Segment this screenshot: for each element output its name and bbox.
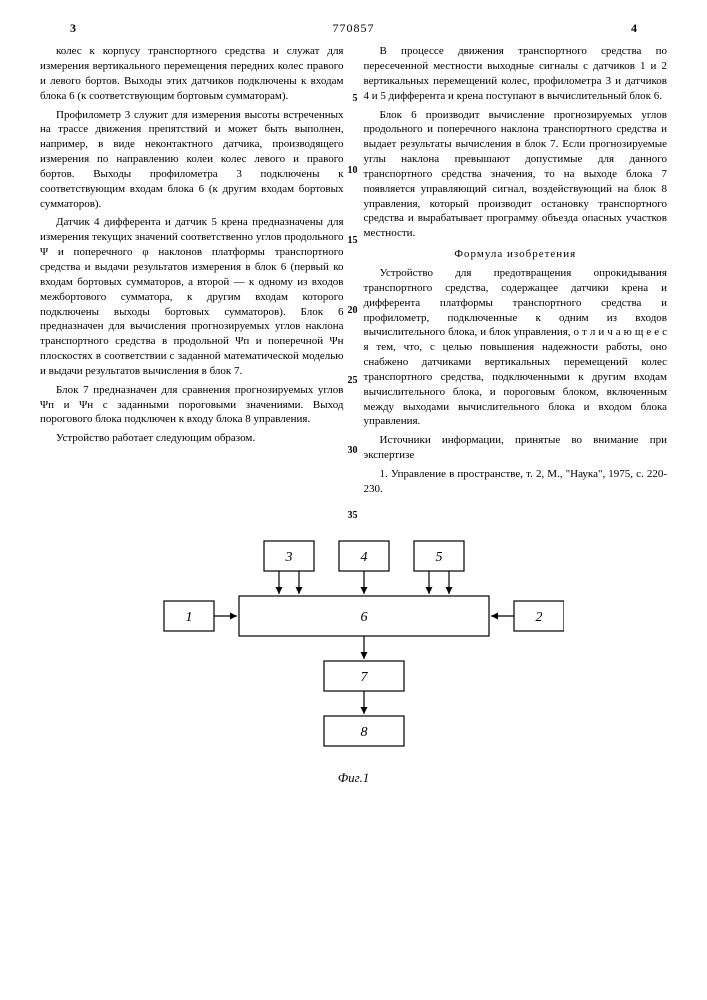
text-columns: колес к корпусу транспортного средства и…: [40, 44, 667, 500]
line-num-5: 5: [353, 92, 358, 106]
box-8-label: 8: [360, 725, 367, 740]
box-3-label: 3: [284, 550, 292, 565]
left-p5: Устройство работает следующим образом.: [40, 431, 344, 446]
left-p3: Датчик 4 дифферента и датчик 5 крена пре…: [40, 215, 344, 378]
line-num-30: 30: [348, 444, 358, 458]
line-num-10: 10: [348, 164, 358, 178]
box-1-label: 1: [185, 610, 192, 625]
formula-title: Формула изобретения: [364, 247, 668, 262]
figure-label: Фиг.1: [144, 769, 564, 787]
box-5-label: 5: [435, 550, 442, 565]
right-p1: В процессе движения транспортного средст…: [364, 44, 668, 103]
patent-number: 770857: [76, 20, 631, 36]
line-num-15: 15: [348, 234, 358, 248]
box-6-label: 6: [360, 610, 367, 625]
right-column: В процессе движения транспортного средст…: [364, 44, 668, 500]
left-column: колес к корпусу транспортного средства и…: [40, 44, 344, 500]
line-num-25: 25: [348, 374, 358, 388]
line-num-20: 20: [348, 304, 358, 318]
page: 3 770857 4 колес к корпусу транспортного…: [0, 0, 707, 806]
left-p1: колес к корпусу транспортного средства и…: [40, 44, 344, 103]
left-p2: Профилометр 3 служит для измерения высот…: [40, 108, 344, 212]
line-num-35: 35: [348, 509, 358, 523]
right-p3: Устройство для предотвращения опрокидыва…: [364, 266, 668, 429]
page-header: 3 770857 4: [40, 20, 667, 36]
diagram-svg: 3 4 5 1 2 6 7 8: [144, 531, 564, 761]
right-p2: Блок 6 производит вычисление прогнозируе…: [364, 108, 668, 242]
left-p4: Блок 7 предназначен для сравнения прогно…: [40, 383, 344, 428]
box-2-label: 2: [535, 610, 542, 625]
box-7-label: 7: [360, 670, 368, 685]
page-num-right: 4: [631, 20, 637, 36]
right-p4: Источники информации, принятые во вниман…: [364, 433, 668, 463]
block-diagram: 3 4 5 1 2 6 7 8: [144, 531, 564, 787]
right-p5: 1. Управление в пространстве, т. 2, М., …: [364, 467, 668, 497]
box-4-label: 4: [360, 550, 367, 565]
